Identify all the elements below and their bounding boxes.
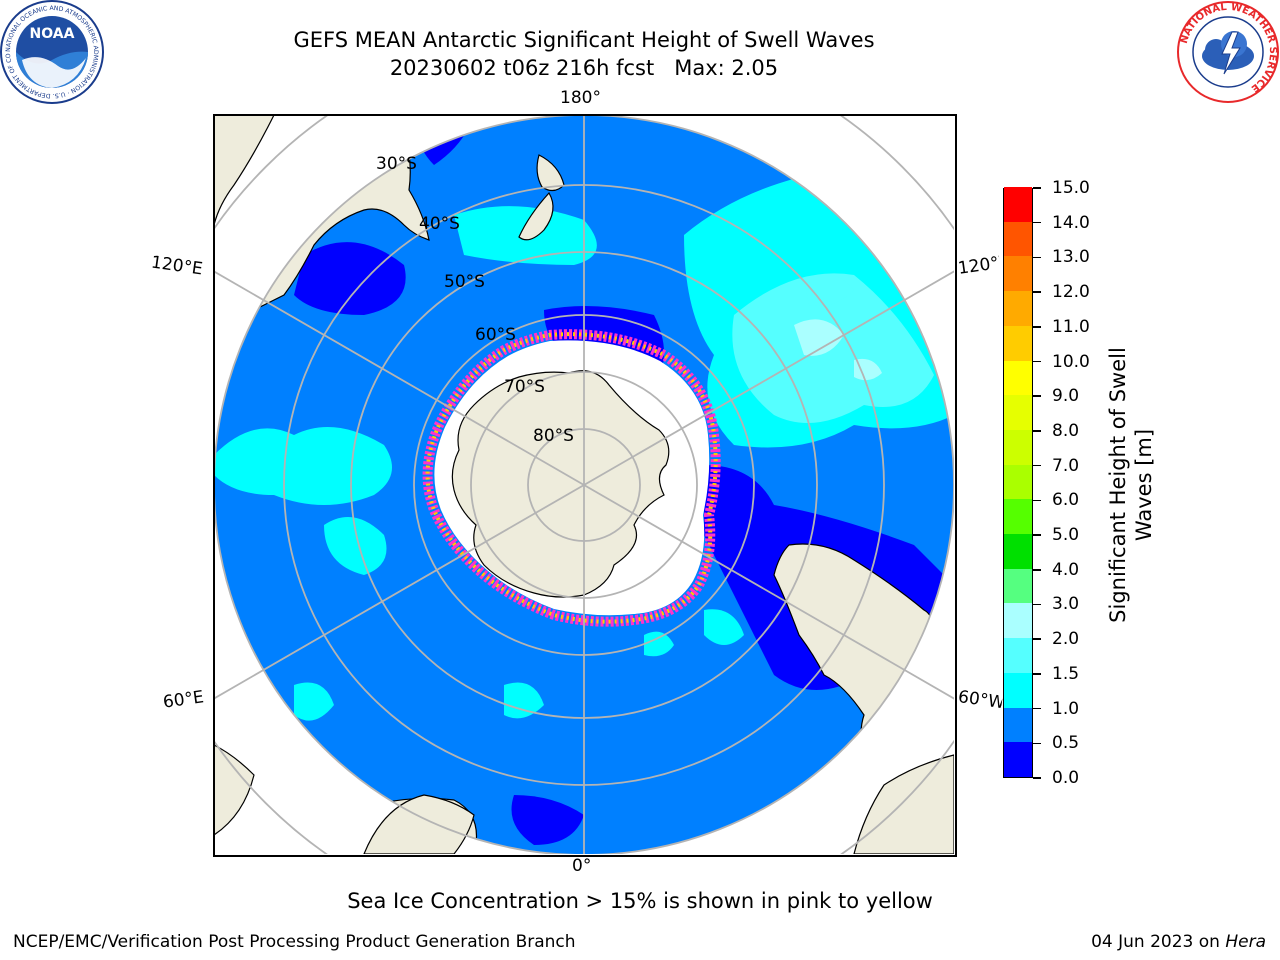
lon-label-60e: 60°E [161,687,206,713]
colorbar-segment [1004,290,1032,326]
colorbar-tick [1033,534,1041,536]
new-zealand-north-island [536,154,565,192]
footer-date: 04 Jun 2023 on Hera [1091,932,1266,952]
colorbar-segment [1004,394,1032,430]
noaa-logo-text: NOAA [30,26,75,42]
lat-label-40: 40°S [419,214,460,234]
colorbar-tick [1033,326,1041,328]
colorbar-segment [1004,360,1032,396]
colorbar-segment [1004,464,1032,500]
swell-patches-light-cyan [732,273,934,423]
colorbar-tick-label: 2.0 [1052,629,1080,650]
colorbar-tick-label: 12.0 [1052,282,1090,303]
swell-patches-palest [794,319,882,381]
colorbar-tick-label: 13.0 [1052,247,1090,268]
graticule [214,115,954,854]
colorbar-title: Significant Height of Swell Waves [m] [1106,347,1156,623]
colorbar-segment [1004,707,1032,743]
colorbar-tick [1033,430,1041,432]
colorbar-tick-label: 1.5 [1052,663,1080,684]
colorbar-tick-label: 10.0 [1052,351,1090,372]
colorbar-tick-label: 1.0 [1052,698,1080,719]
colorbar-tick [1033,569,1041,571]
colorbar-tick [1033,742,1041,745]
colorbar-tick [1033,464,1041,467]
lat-label-60: 60°S [475,325,516,345]
colorbar-segment [1004,637,1032,673]
title-line-2: 20230602 t06z 216h fcst Max: 2.05 [389,56,779,80]
meridian-60e-120w [214,270,954,700]
lon-label-180: 180° [560,88,601,108]
colorbar-segment [1004,498,1032,535]
colorbar-tick [1033,360,1041,363]
colorbar-segment [1004,325,1032,361]
colorbar-segment [1004,186,1032,222]
colorbar-tick [1033,603,1041,606]
polar-map: 30°S 40°S 50°S 60°S 70°S 80°S [214,115,954,854]
title-line-1: GEFS MEAN Antarctic Significant Height o… [293,28,875,52]
corner-land [214,115,954,854]
colorbar-tick [1033,395,1041,397]
colorbar-tick [1033,291,1041,293]
colorbar-segment [1004,602,1032,639]
lon-label-0: 0° [572,856,592,876]
colorbar-tick-label: 0.0 [1052,768,1080,788]
colorbar-tick [1033,777,1041,779]
colorbar-tick-label: 7.0 [1052,455,1080,476]
lon-label-120w: 120°W [956,253,1002,279]
colorbar-tick [1033,673,1041,675]
map-title: GEFS MEAN Antarctic Significant Height o… [184,26,984,82]
lon-label-60w: 60°W [956,687,1004,713]
colorbar-tick [1033,638,1041,640]
lat-label-50: 50°S [444,272,485,292]
sea-ice-edge-inner [425,332,718,624]
lat-label-30: 30°S [376,154,417,174]
new-zealand-south-island [518,191,554,241]
latitude-labels: 30°S 40°S 50°S 60°S 70°S 80°S [376,154,574,446]
colorbar-segment [1004,741,1032,777]
lat-label-80: 80°S [533,426,574,446]
footer-machine: Hera [1225,932,1266,952]
colorbar-tick-label: 9.0 [1052,386,1080,407]
colorbar [1003,186,1033,778]
colorbar-tick-label: 4.0 [1052,559,1080,580]
colorbar-tick-label: 14.0 [1052,212,1090,233]
colorbar-tick-label: 0.5 [1052,733,1080,754]
colorbar-tick [1033,256,1041,259]
colorbar-tick-label: 8.0 [1052,420,1080,441]
polar-map-svg: 30°S 40°S 50°S 60°S 70°S 80°S [214,115,954,854]
colorbar-tick-label: 11.0 [1052,316,1090,337]
colorbar-segment [1004,221,1032,257]
colorbar-segment [1004,672,1032,708]
colorbar-tick [1033,221,1041,224]
colorbar-tick [1033,187,1041,189]
colorbar-segment [1004,533,1032,569]
colorbar-tick [1033,707,1041,710]
lat-label-70: 70°S [504,377,545,397]
colorbar-tick-label: 5.0 [1052,525,1080,546]
colorbar-tick [1033,499,1041,502]
colorbar-tick-label: 6.0 [1052,490,1080,511]
footer-credit: NCEP/EMC/Verification Post Processing Pr… [13,932,576,952]
colorbar-tick-label: 15.0 [1052,178,1090,198]
colorbar-tick-label: 3.0 [1052,594,1080,615]
nws-logo: NATIONAL WEATHER SERVICE [1176,0,1280,108]
colorbar-segment [1004,429,1032,465]
lon-label-120e: 120°E [149,252,204,280]
antarctica-landmass [451,370,670,598]
sea-ice-caption: Sea Ice Concentration > 15% is shown in … [347,889,933,913]
noaa-logo: NOAA NATIONAL OCEANIC AND ATMOSPHERIC AD… [0,0,104,108]
colorbar-segment [1004,568,1032,604]
colorbar-segment [1004,255,1032,292]
